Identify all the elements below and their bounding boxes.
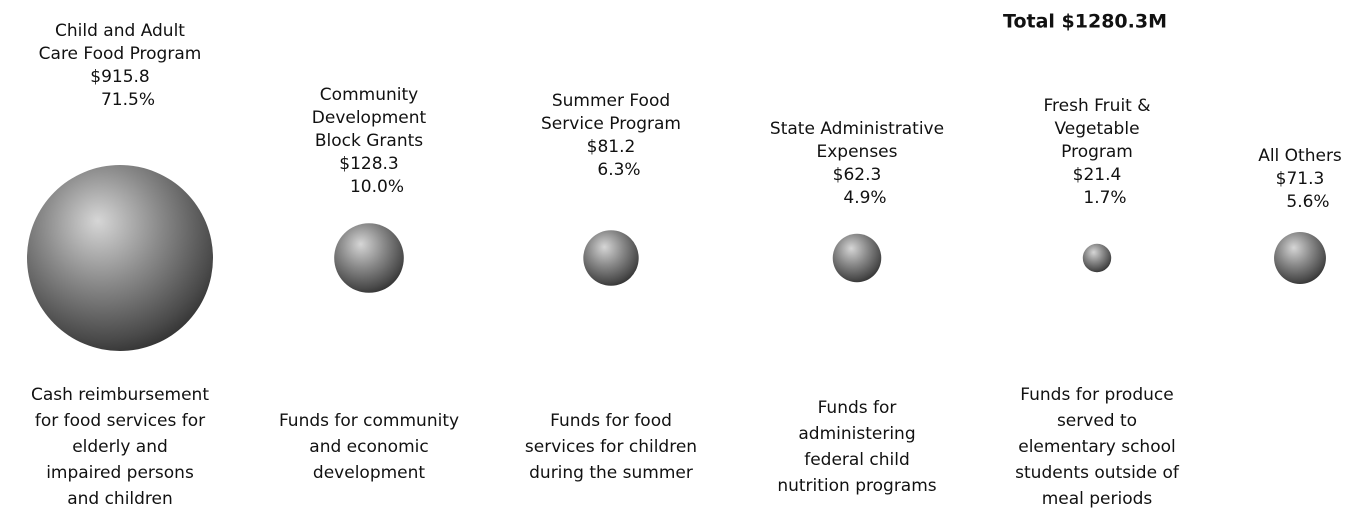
description: for food services for [35,411,205,431]
bubble [1082,243,1112,273]
share-label: 6.3% [597,160,640,180]
category-label: Fresh Fruit & [1043,96,1150,116]
description: students outside of [1015,463,1180,483]
bubble [27,165,213,351]
description: nutrition programs [777,476,936,496]
description: elementary school [1018,437,1175,457]
description: impaired persons [46,463,194,483]
bubble [583,230,639,286]
category-label: Community [320,85,418,105]
bubble [832,233,882,283]
description: and children [67,489,173,509]
description: served to [1057,411,1137,431]
value-label: $71.3 [1276,169,1325,189]
share-label: 71.5% [101,90,155,110]
description: Funds for food [550,411,672,431]
value-label: $915.8 [90,67,149,87]
share-label: 4.9% [843,188,886,208]
category-label: Service Program [541,114,681,134]
category-label: Expenses [817,142,898,162]
description: Cash reimbursement [31,385,209,405]
description: administering [798,424,915,444]
bubble [334,223,404,293]
value-label: $62.3 [833,165,882,185]
description: development [313,463,425,483]
value-label: $81.2 [587,137,636,157]
description: federal child [804,450,910,470]
category-label: Child and Adult [55,21,185,41]
category-label: Development [312,108,427,128]
description: during the summer [529,463,693,483]
description: Funds for community [279,411,459,431]
description: services for children [525,437,697,457]
description: Funds for produce [1020,385,1173,405]
category-label: Vegetable [1054,119,1139,139]
description: Funds for [818,398,897,418]
description: and economic [309,437,428,457]
share-label: 10.0% [350,177,404,197]
category-label: Program [1061,142,1133,162]
category-label: Summer Food [552,91,670,111]
category-label: Block Grants [315,131,423,151]
value-label: $128.3 [339,154,398,174]
share-label: 1.7% [1083,188,1126,208]
value-label: $21.4 [1073,165,1122,185]
share-label: 5.6% [1286,192,1329,212]
category-label: All Others [1258,146,1342,166]
bubble [1274,232,1326,284]
description: elderly and [72,437,168,457]
category-label: Care Food Program [39,44,202,64]
chart-title: Total $1280.3M [1003,11,1167,33]
category-label: State Administrative [770,119,944,139]
description: meal periods [1042,489,1153,509]
